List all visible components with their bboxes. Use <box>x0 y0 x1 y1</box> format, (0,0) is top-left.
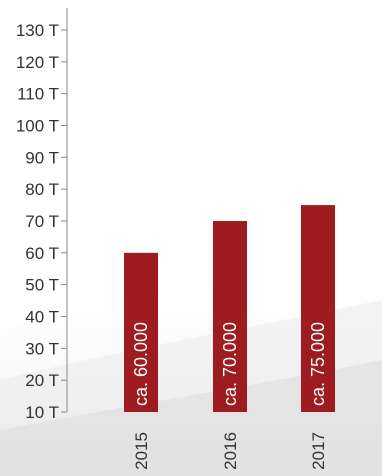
y-tick-label: 40 T <box>25 308 59 327</box>
y-tick-label: 20 T <box>25 371 59 390</box>
x-category-label: 2015 <box>132 432 151 470</box>
y-tick-label: 60 T <box>25 244 59 263</box>
bar-2016 <box>213 221 247 412</box>
bar-data-label: ca. 60.000 <box>131 322 151 406</box>
y-tick-label: 130 T <box>16 21 59 40</box>
y-tick-label: 110 T <box>17 85 59 104</box>
bar-data-label: ca. 75.000 <box>308 322 328 406</box>
y-tick-label: 80 T <box>25 180 59 199</box>
y-tick-label: 70 T <box>25 212 59 231</box>
y-tick-label: 10 T <box>25 403 59 422</box>
background-wave-decoration <box>0 250 382 476</box>
labels: ca. 60.000 2015 ca. 70.000 2016 ca. 75.000 20… <box>131 322 328 470</box>
y-axis: 10 T 20 T 30 T 40 T 50 T 60 T 70 T 80 T 90 T 100 … <box>16 8 68 422</box>
bar-data-label: ca. 70.000 <box>220 322 240 406</box>
x-category-label: 2016 <box>221 432 240 470</box>
x-category-label: 2017 <box>309 432 328 470</box>
y-tick-label: 50 T <box>25 276 59 295</box>
bars <box>124 205 335 412</box>
bar-2015 <box>124 252 158 412</box>
y-tick-label: 120 T <box>16 53 59 72</box>
bar-2017 <box>301 205 335 412</box>
y-tick-label: 30 T <box>25 339 59 358</box>
y-tick-label: 90 T <box>25 148 59 167</box>
y-tick-label: 100 T <box>16 117 59 136</box>
